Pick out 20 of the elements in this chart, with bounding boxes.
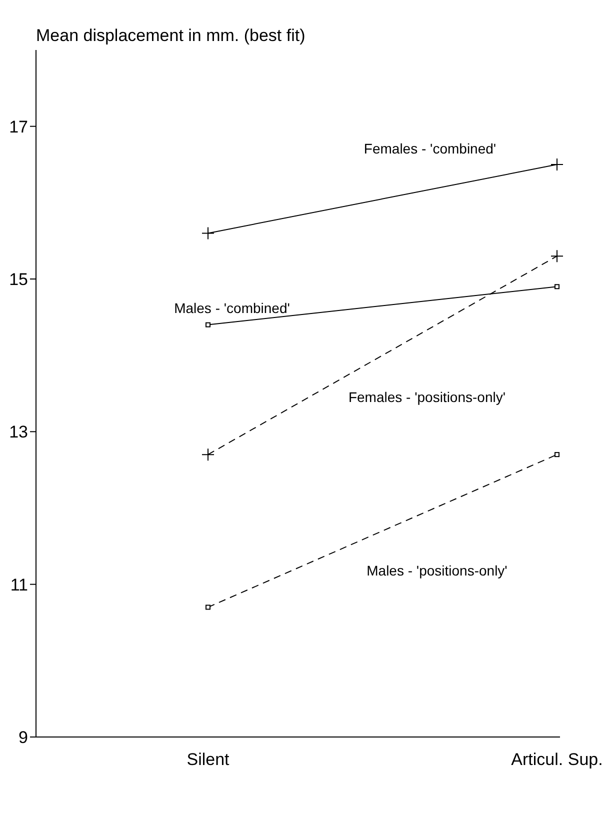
series-label: Females - 'combined' (364, 140, 496, 156)
point (206, 604, 210, 610)
point (550, 250, 564, 263)
y-tick-label: 13 (9, 422, 28, 442)
y-tick-label: 17 (9, 117, 28, 136)
y-tick-label: 9 (18, 728, 28, 748)
point (554, 284, 560, 290)
point (202, 226, 214, 240)
point (550, 158, 564, 171)
point (554, 452, 560, 458)
y-tick-label: 15 (9, 270, 28, 290)
chart-title: Mean displacement in mm. (best fit) (36, 26, 306, 46)
x-tick-label: Silent (186, 750, 230, 770)
point (202, 448, 214, 462)
y-tick-label: 11 (10, 575, 28, 594)
series-label: Females - 'positions-only' (348, 389, 506, 406)
x-tick-label: Articul. Sup. (511, 750, 603, 770)
series-label: Males - 'combined' (174, 300, 290, 316)
point (206, 322, 210, 328)
series-label: Males - 'positions-only' (366, 562, 508, 579)
